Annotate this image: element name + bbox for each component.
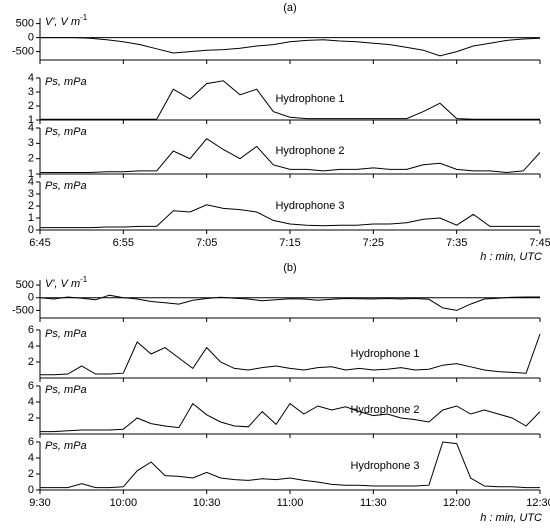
x-tick-label: 7:25 [363, 237, 384, 249]
y-axis-label-text: V', V m [45, 278, 80, 290]
y-tick-label: 6 [28, 380, 34, 392]
y-tick-label: 3 [28, 188, 34, 200]
y-tick-label: -500 [12, 46, 34, 58]
y-axis-label-sup: -1 [80, 275, 88, 284]
annotation: Hydrophone 3 [275, 200, 344, 212]
x-tick-label: 6:55 [113, 237, 134, 249]
y-axis-label: Ps, mPa [45, 384, 87, 396]
panel-label: (a) [283, 2, 296, 14]
y-tick-label: 4 [28, 176, 34, 188]
y-tick-label: 4 [28, 122, 34, 134]
y-axis-label-text: Ps, mPa [45, 384, 87, 396]
data-line [40, 441, 540, 489]
annotation: Hydrophone 3 [350, 460, 419, 472]
y-tick-label: 4 [28, 452, 34, 464]
y-tick-label: 2 [28, 356, 34, 368]
data-line [40, 138, 541, 174]
y-tick-label: 0 [28, 292, 34, 304]
x-tick-label: 9:30 [29, 497, 50, 509]
y-tick-label: 4 [28, 396, 34, 408]
x-tick-label: 10:30 [193, 497, 221, 509]
x-tick-label: 11:00 [277, 497, 304, 509]
y-axis-label: Ps, mPa [45, 76, 87, 88]
y-tick-label: 6 [28, 324, 34, 336]
y-axis-label-text: Ps, mPa [45, 180, 87, 192]
y-axis-label-text: V', V m [45, 16, 80, 28]
data-line [40, 204, 540, 229]
y-tick-label: 500 [16, 18, 34, 30]
x-tick-label: 10:00 [110, 497, 138, 509]
x-tick-label: 12:00 [443, 497, 471, 509]
y-axis-label-text: Ps, mPa [45, 76, 87, 88]
data-line [40, 402, 541, 433]
x-tick-label: 6:45 [29, 237, 50, 249]
data-line [40, 80, 540, 120]
panel-label: (b) [283, 262, 296, 274]
y-axis-label: Ps, mPa [45, 440, 87, 452]
data-line [40, 333, 541, 376]
y-tick-label: 1 [28, 168, 34, 180]
y-axis-label-sup: -1 [80, 13, 88, 22]
annotation: Hydrophone 1 [350, 348, 419, 360]
y-axis-label-text: Ps, mPa [45, 328, 87, 340]
x-axis-label: h : min, UTC [480, 512, 542, 524]
y-tick-label: 2 [28, 153, 34, 165]
x-tick-label: 7:45 [529, 237, 550, 249]
y-tick-label: 6 [28, 436, 34, 448]
y-tick-label: 0 [28, 224, 34, 236]
y-tick-label: 4 [28, 72, 34, 84]
x-tick-label: 12:30 [526, 497, 550, 509]
y-tick-label: 3 [28, 86, 34, 98]
y-tick-label: 2 [28, 100, 34, 112]
y-tick-label: 1 [28, 114, 34, 126]
y-tick-label: 500 [16, 279, 34, 291]
y-axis-label: V', V m-1 [45, 13, 88, 28]
y-tick-label: 3 [28, 137, 34, 149]
y-axis-label-text: Ps, mPa [45, 126, 87, 138]
annotation: Hydrophone 1 [275, 93, 344, 105]
y-axis-label: Ps, mPa [45, 328, 87, 340]
x-tick-label: 11:30 [360, 497, 387, 509]
y-tick-label: 2 [28, 200, 34, 212]
annotation: Hydrophone 2 [275, 145, 344, 157]
y-tick-label: 4 [28, 340, 34, 352]
y-axis-label-text: Ps, mPa [45, 440, 87, 452]
y-tick-label: 1 [28, 212, 34, 224]
annotation: Hydrophone 2 [350, 404, 419, 416]
y-axis-label: Ps, mPa [45, 180, 87, 192]
y-tick-label: 2 [28, 412, 34, 424]
y-axis-label: Ps, mPa [45, 126, 87, 138]
y-tick-label: 2 [28, 468, 34, 480]
x-tick-label: 7:15 [279, 237, 300, 249]
x-axis-label: h : min, UTC [480, 251, 542, 263]
y-tick-label: 0 [28, 32, 34, 44]
data-line [40, 37, 541, 57]
x-tick-label: 7:05 [196, 237, 217, 249]
x-tick-label: 7:35 [446, 237, 467, 249]
y-axis-label: V', V m-1 [45, 275, 88, 290]
data-line [39, 294, 540, 311]
y-tick-label: 0 [28, 484, 34, 496]
y-tick-label: -500 [12, 304, 34, 316]
